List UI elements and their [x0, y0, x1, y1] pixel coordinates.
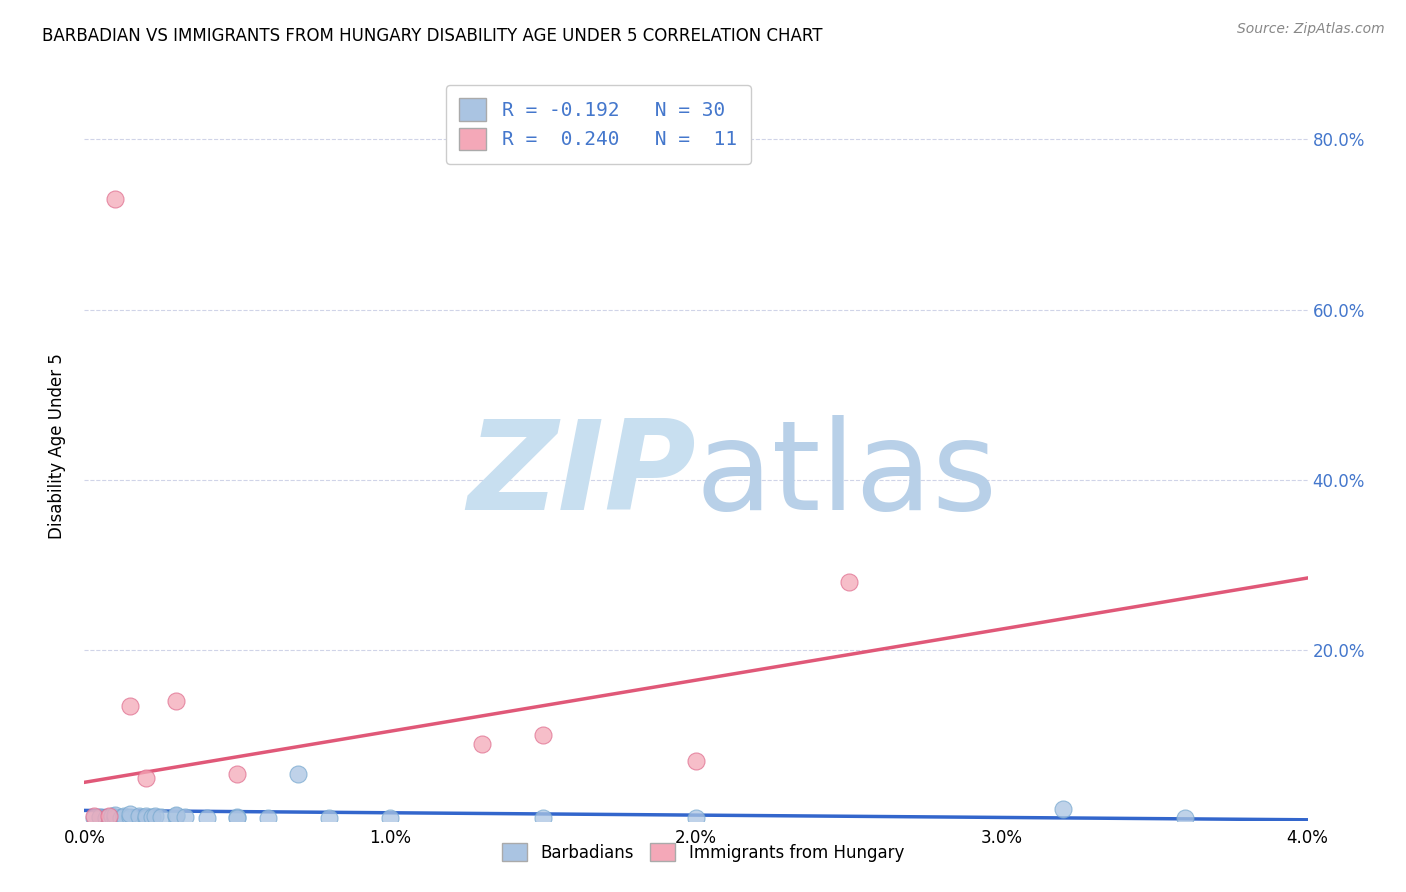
Point: [83, 809, 105, 823]
Point: [1052, 802, 1074, 816]
Point: [128, 809, 150, 823]
Text: ZIP: ZIP: [467, 416, 696, 536]
Point: [1174, 811, 1197, 825]
Point: [838, 575, 860, 590]
Point: [531, 811, 554, 825]
Point: [135, 771, 157, 785]
Legend: Barbadians, Immigrants from Hungary: Barbadians, Immigrants from Hungary: [494, 835, 912, 871]
Point: [174, 810, 197, 824]
Point: [257, 811, 280, 825]
Point: [685, 754, 707, 768]
Point: [165, 809, 187, 823]
Point: [226, 811, 249, 825]
Point: [104, 192, 127, 206]
Text: atlas: atlas: [696, 416, 998, 536]
Legend: R = -0.192   N = 30, R =  0.240   N =  11: R = -0.192 N = 30, R = 0.240 N = 11: [446, 85, 751, 164]
Point: [135, 811, 157, 825]
Point: [120, 806, 142, 821]
Text: Source: ZipAtlas.com: Source: ZipAtlas.com: [1237, 22, 1385, 37]
Point: [143, 809, 166, 823]
Point: [195, 811, 218, 825]
Point: [135, 808, 157, 822]
Point: [110, 811, 132, 825]
Point: [94, 811, 117, 825]
Point: [104, 807, 127, 822]
Text: BARBADIAN VS IMMIGRANTS FROM HUNGARY DISABILITY AGE UNDER 5 CORRELATION CHART: BARBADIAN VS IMMIGRANTS FROM HUNGARY DIS…: [42, 27, 823, 45]
Point: [101, 809, 124, 823]
Y-axis label: Disability Age Under 5: Disability Age Under 5: [48, 353, 66, 539]
Point: [685, 811, 707, 825]
Point: [226, 810, 249, 824]
Point: [471, 737, 494, 751]
Point: [89, 810, 111, 824]
Point: [531, 729, 554, 743]
Point: [226, 767, 249, 781]
Point: [165, 694, 187, 708]
Point: [83, 811, 105, 825]
Point: [104, 811, 127, 825]
Point: [97, 809, 120, 823]
Point: [112, 809, 135, 823]
Point: [380, 811, 402, 825]
Point: [120, 698, 142, 713]
Point: [318, 811, 340, 825]
Point: [287, 767, 309, 781]
Point: [149, 810, 172, 824]
Point: [141, 810, 163, 824]
Point: [120, 810, 142, 824]
Point: [165, 807, 187, 822]
